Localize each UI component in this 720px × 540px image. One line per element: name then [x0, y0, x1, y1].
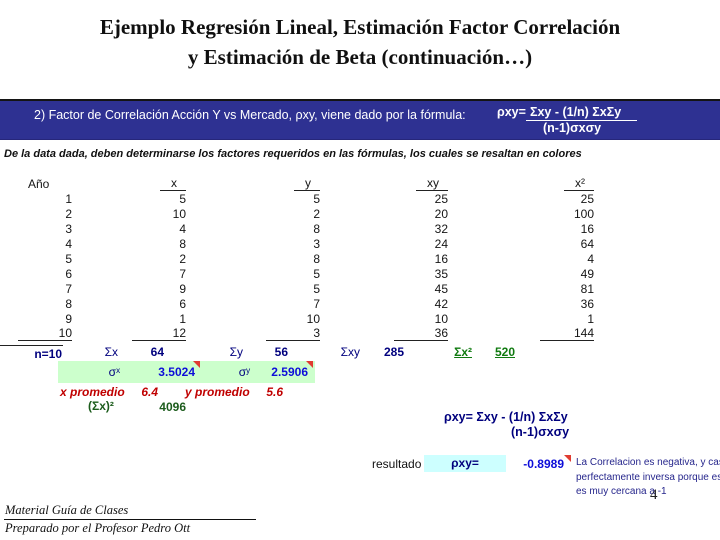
formula-banner: 2) Factor de Correlación Acción Y vs Mer…: [0, 99, 720, 140]
note-text: De la data dada, deben determinarse los …: [4, 148, 582, 160]
sum-divider-line: [0, 345, 63, 346]
result-value: -0.8989: [523, 457, 564, 471]
footer-line-2: Preparado por el Profesor Pedro Ott: [5, 521, 191, 535]
footer-line-1: Material Guía de Clases: [5, 503, 129, 517]
comment-line-3: es muy cercana a -1: [576, 486, 667, 497]
table-row: 9 1 10 10 1: [65, 311, 594, 326]
sigma-y-label: σʸ: [238, 365, 250, 379]
header-anio: Año: [28, 176, 50, 191]
sum-xy-label: Σxy: [340, 345, 360, 359]
sum-y-label: Σy: [229, 345, 243, 359]
header-x: x: [76, 176, 198, 191]
banner-formula: ρxy= Σxy - (1/n) ΣxΣy (n-1)σxσy: [497, 105, 638, 135]
slide-title: Ejemplo Regresión Lineal, Estimación Fac…: [0, 12, 720, 72]
table-row: 7 9 5 45 81: [65, 281, 594, 296]
footer-underline: [4, 519, 256, 520]
y-promedio-value: 5.6: [266, 385, 283, 399]
sum-xy-value: 285: [383, 345, 404, 359]
data-table: Año x y xy x² 1 5 5 25 25 2 10 2 20 100 3 4 8 32 16 …: [18, 176, 602, 341]
banner-text: 2) Factor de Correlación Acción Y vs Mer…: [34, 108, 466, 122]
banner-formula-lhs: ρxy=: [497, 105, 526, 119]
page-number: 4: [650, 487, 658, 503]
table-row: 6 7 5 35 49: [65, 266, 594, 281]
result-label: resultado: [372, 457, 422, 471]
table-row: 1 5 5 25 25: [65, 191, 594, 206]
x-promedio-value: 6.4: [141, 385, 158, 399]
sum-x2-value: 520: [494, 345, 515, 359]
table-row: 2 10 2 20 100: [65, 206, 594, 221]
sum-x-value: 64: [150, 345, 164, 359]
sigma-x-value: 3.5024: [158, 365, 195, 379]
title-line-1: Ejemplo Regresión Lineal, Estimación Fac…: [99, 15, 621, 39]
table-row: 4 8 3 24 64: [65, 236, 594, 251]
sigma-y-value: 2.5906: [271, 365, 308, 379]
table-header-row: Año x y xy x²: [18, 176, 602, 191]
sum-x-label: Σx: [104, 345, 118, 359]
sum-x2-label: Σx²: [454, 345, 472, 359]
sum-y-value: 56: [274, 345, 288, 359]
comment-line-2: perfectamente inversa porque es: [576, 471, 720, 483]
sum-x-squared-value: 4096: [159, 400, 186, 414]
n-count: n=10: [34, 347, 62, 361]
table-row: 5 2 8 16 4: [65, 251, 594, 266]
result-lhs: ρxy=: [424, 455, 506, 472]
banner-formula-numerator: Σxy - (1/n) ΣxΣy: [525, 105, 638, 121]
comment-marker-icon: [564, 455, 571, 462]
banner-formula-denominator: (n-1)σxσy: [543, 121, 602, 135]
header-xy: xy: [330, 176, 460, 191]
comment-marker-icon: [306, 361, 313, 368]
sigma-x-label: σˣ: [108, 365, 120, 379]
header-x2: x²: [460, 176, 602, 191]
x-promedio-label: x promedio: [60, 385, 125, 399]
formula2-line2: (n-1)σxσy: [511, 425, 570, 439]
result-comment: La Correlacion es negativa, y casi perfe…: [576, 456, 720, 500]
table-row-last: 10 12 3 36 144: [18, 326, 602, 341]
sigma-row-highlight: [58, 361, 315, 383]
header-y: y: [198, 176, 330, 191]
formula2-line1: ρxy= Σxy - (1/n) ΣxΣy: [444, 410, 568, 424]
table-row: 3 4 8 32 16: [65, 221, 594, 236]
comment-line-1: La Correlacion es negativa, y casi: [576, 457, 720, 468]
sum-x-squared-label: (Σx)²: [88, 399, 114, 413]
y-promedio-label: y promedio: [185, 385, 250, 399]
title-line-2: y Estimación de Beta (continuación…): [187, 45, 533, 69]
comment-marker-icon: [193, 361, 200, 368]
table-row: 8 6 7 42 36: [65, 296, 594, 311]
